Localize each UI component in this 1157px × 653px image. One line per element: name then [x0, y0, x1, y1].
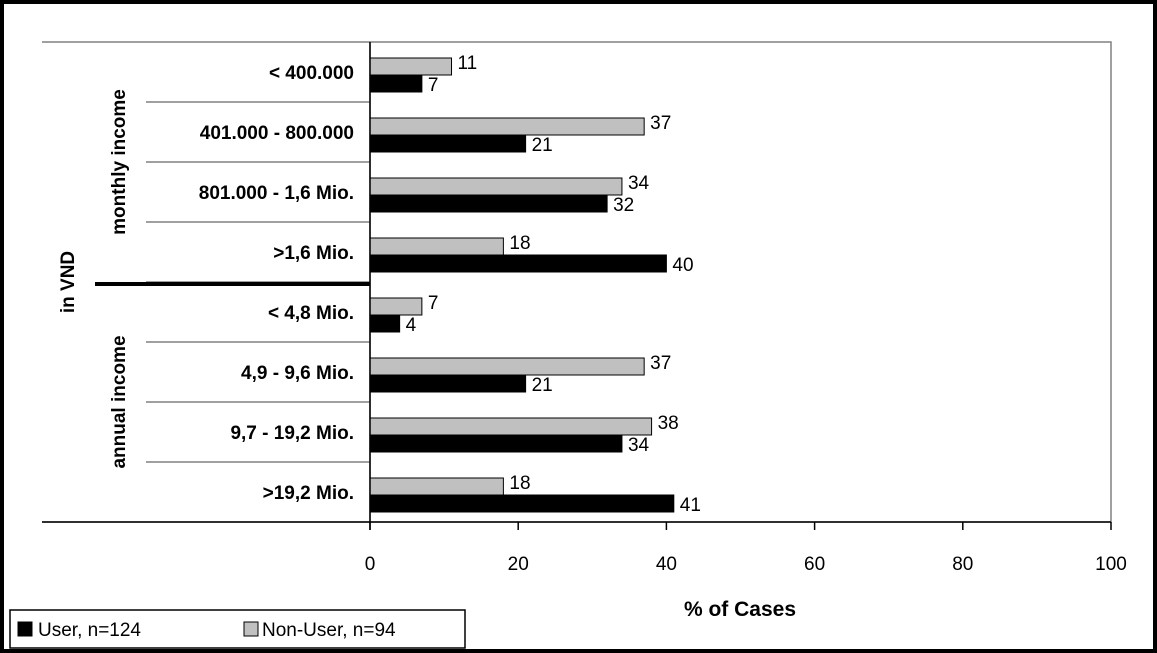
- bar-non-user: [369, 117, 645, 136]
- bar-non-user: [369, 177, 623, 196]
- category-label: < 400.000: [269, 63, 354, 84]
- x-tick-label: 0: [365, 554, 376, 575]
- category-label: >19,2 Mio.: [263, 483, 354, 504]
- category-label: 9,7 - 19,2 Mio.: [230, 423, 354, 444]
- bar-non-user: [369, 57, 453, 76]
- bar-non-user: [369, 297, 423, 316]
- data-label: 7: [428, 75, 439, 96]
- bar-non-user: [369, 477, 504, 496]
- category-label: 4,9 - 9,6 Mio.: [241, 363, 354, 384]
- x-axis-title: % of Cases: [684, 598, 796, 621]
- data-label: 37: [650, 353, 671, 374]
- category-labels: < 400.000 401.000 - 800.000 801.000 - 1,6 …: [199, 63, 354, 504]
- bar-non-user: [369, 357, 645, 376]
- bar-user: [369, 74, 423, 93]
- bar-user: [369, 194, 608, 213]
- bar-user: [369, 314, 401, 333]
- data-label: 11: [458, 53, 478, 74]
- data-label: 4: [406, 315, 417, 336]
- legend-swatch-user: [17, 621, 33, 637]
- category-label: >1,6 Mio.: [273, 243, 354, 264]
- category-label: 401.000 - 800.000: [200, 123, 354, 144]
- group-label-monthly-income: monthly income: [109, 89, 130, 235]
- bar-user: [369, 494, 675, 513]
- data-label: 40: [672, 255, 693, 276]
- group-label-annual-income: annual income: [109, 335, 130, 468]
- legend-swatch-non-user: [243, 621, 259, 637]
- data-label: 18: [509, 473, 530, 494]
- bar-user: [369, 434, 623, 453]
- outer-label-in-vnd: in VND: [58, 251, 79, 313]
- legend-box: [9, 609, 466, 649]
- bars: [369, 57, 675, 513]
- legend-label-user: User, n=124: [38, 620, 141, 641]
- data-label: 38: [658, 413, 679, 434]
- data-label: 32: [613, 195, 634, 216]
- data-label: 21: [532, 375, 553, 396]
- data-label: 34: [628, 173, 650, 194]
- data-labels: 11 37 34 18 7 37 38 18 7 21 32 40 4 21 34 41: [406, 53, 701, 516]
- x-tick-label: 40: [656, 554, 677, 575]
- data-label: 18: [509, 233, 530, 254]
- bar-non-user: [369, 417, 653, 436]
- data-label: 34: [628, 435, 650, 456]
- bar-user: [369, 254, 667, 273]
- category-label: 801.000 - 1,6 Mio.: [199, 183, 354, 204]
- bar-user: [369, 374, 527, 393]
- category-label: < 4,8 Mio.: [268, 303, 354, 324]
- data-label: 7: [428, 293, 439, 314]
- data-label: 37: [650, 113, 671, 134]
- bar-non-user: [369, 237, 504, 256]
- x-tick-label: 20: [508, 554, 529, 575]
- x-tick-label: 60: [804, 554, 825, 575]
- legend: User, n=124 Non-User, n=94: [9, 609, 466, 649]
- x-tick-label: 100: [1095, 554, 1127, 575]
- x-tick-label: 80: [952, 554, 973, 575]
- legend-label-non-user: Non-User, n=94: [262, 620, 396, 641]
- bar-user: [369, 134, 527, 153]
- data-label: 21: [532, 135, 553, 156]
- data-label: 41: [680, 495, 701, 516]
